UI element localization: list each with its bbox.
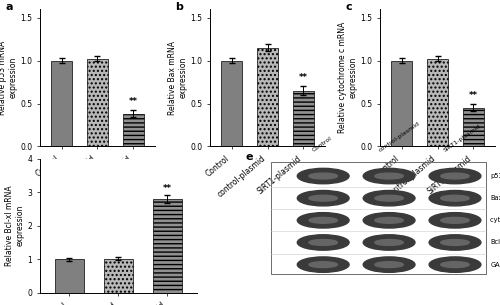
Bar — [122, 114, 144, 146]
Text: **: ** — [163, 184, 172, 193]
Y-axis label: Relative p53 mRNA
expression: Relative p53 mRNA expression — [0, 41, 18, 115]
Ellipse shape — [429, 257, 481, 272]
Ellipse shape — [309, 262, 338, 267]
Ellipse shape — [441, 239, 469, 246]
Ellipse shape — [429, 235, 481, 250]
Text: a: a — [6, 2, 13, 12]
Bar — [427, 59, 448, 146]
Y-axis label: Relative Bcl-xl mRNA
expression: Relative Bcl-xl mRNA expression — [6, 185, 25, 266]
Ellipse shape — [363, 213, 415, 228]
Text: **: ** — [469, 91, 478, 100]
Ellipse shape — [429, 191, 481, 206]
Bar — [391, 61, 412, 146]
Bar — [462, 108, 484, 146]
Text: p53: p53 — [490, 173, 500, 179]
Text: control-plasmid: control-plasmid — [378, 121, 420, 153]
Bar — [272, 162, 486, 274]
Ellipse shape — [298, 235, 349, 250]
Text: d: d — [0, 152, 1, 162]
Text: GAPDH: GAPDH — [490, 262, 500, 267]
Ellipse shape — [363, 235, 415, 250]
Ellipse shape — [309, 173, 338, 179]
Ellipse shape — [441, 217, 469, 223]
Ellipse shape — [375, 239, 404, 246]
Bar — [153, 199, 182, 293]
Text: **: ** — [129, 97, 138, 106]
Text: Control: Control — [312, 136, 333, 153]
Ellipse shape — [441, 195, 469, 201]
Text: b: b — [176, 2, 184, 12]
Ellipse shape — [441, 262, 469, 267]
Ellipse shape — [429, 213, 481, 228]
Text: c: c — [346, 2, 352, 12]
Ellipse shape — [363, 257, 415, 272]
Ellipse shape — [363, 168, 415, 184]
Text: **: ** — [299, 73, 308, 82]
Ellipse shape — [375, 262, 404, 267]
Ellipse shape — [309, 217, 338, 223]
Y-axis label: Relative cytochrome c mRNA
expression: Relative cytochrome c mRNA expression — [338, 22, 357, 133]
Bar — [54, 259, 84, 293]
Ellipse shape — [375, 173, 404, 179]
Ellipse shape — [298, 191, 349, 206]
Bar — [256, 48, 278, 146]
Y-axis label: Relative Bax mRNA
expression: Relative Bax mRNA expression — [168, 41, 188, 115]
Ellipse shape — [298, 257, 349, 272]
Ellipse shape — [363, 191, 415, 206]
Bar — [221, 61, 242, 146]
Ellipse shape — [375, 195, 404, 201]
Text: Bax: Bax — [490, 195, 500, 201]
Ellipse shape — [298, 213, 349, 228]
Ellipse shape — [309, 239, 338, 246]
Bar — [292, 91, 314, 146]
Text: Bcl-xl: Bcl-xl — [490, 239, 500, 246]
Bar — [104, 259, 133, 293]
Ellipse shape — [429, 168, 481, 184]
Text: e: e — [246, 152, 253, 162]
Bar — [86, 59, 108, 146]
Ellipse shape — [441, 173, 469, 179]
Text: SIRT1-plasmid: SIRT1-plasmid — [443, 124, 482, 153]
Ellipse shape — [309, 195, 338, 201]
Bar — [51, 61, 72, 146]
Ellipse shape — [375, 217, 404, 223]
Text: cytochrome c: cytochrome c — [490, 217, 500, 223]
Ellipse shape — [298, 168, 349, 184]
